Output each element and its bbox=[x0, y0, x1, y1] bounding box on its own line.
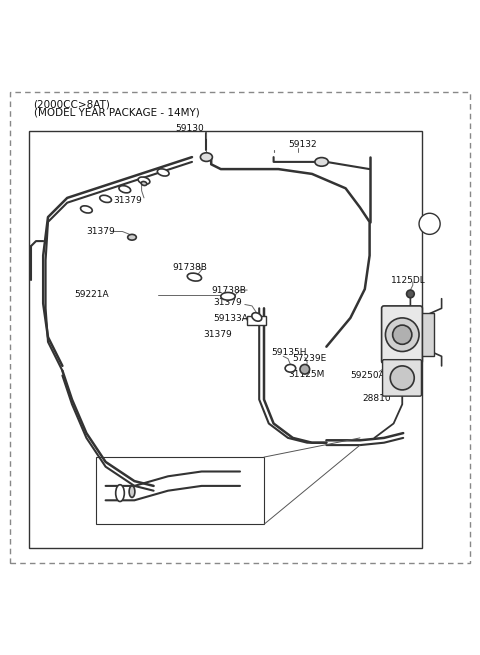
Text: 31379: 31379 bbox=[214, 298, 242, 307]
Ellipse shape bbox=[119, 185, 131, 193]
FancyBboxPatch shape bbox=[382, 306, 422, 364]
Text: A: A bbox=[427, 219, 432, 229]
Text: 28810: 28810 bbox=[362, 394, 391, 403]
Circle shape bbox=[300, 364, 310, 374]
FancyBboxPatch shape bbox=[247, 316, 266, 325]
Ellipse shape bbox=[129, 486, 135, 497]
FancyBboxPatch shape bbox=[420, 313, 434, 356]
Ellipse shape bbox=[157, 169, 169, 176]
Ellipse shape bbox=[138, 177, 150, 184]
Text: 31379: 31379 bbox=[86, 227, 115, 236]
Text: (MODEL YEAR PACKAGE - 14MY): (MODEL YEAR PACKAGE - 14MY) bbox=[34, 107, 199, 117]
Circle shape bbox=[390, 366, 414, 390]
Ellipse shape bbox=[116, 485, 124, 502]
Text: 59250A: 59250A bbox=[350, 371, 385, 380]
Circle shape bbox=[419, 214, 440, 234]
Ellipse shape bbox=[81, 206, 92, 213]
Text: 59135H: 59135H bbox=[271, 348, 307, 357]
Text: 31379: 31379 bbox=[113, 196, 142, 205]
Ellipse shape bbox=[315, 158, 328, 166]
Ellipse shape bbox=[128, 234, 136, 240]
Circle shape bbox=[385, 318, 419, 352]
Text: 59132: 59132 bbox=[288, 140, 317, 149]
Text: 57239E: 57239E bbox=[292, 354, 326, 364]
Text: 91738B: 91738B bbox=[173, 263, 208, 272]
Text: 31125M: 31125M bbox=[288, 369, 324, 379]
Text: 59130: 59130 bbox=[175, 124, 204, 133]
Ellipse shape bbox=[100, 195, 111, 202]
Ellipse shape bbox=[201, 153, 212, 161]
Ellipse shape bbox=[252, 312, 262, 321]
Ellipse shape bbox=[285, 364, 296, 372]
Text: 91738B: 91738B bbox=[211, 286, 246, 295]
Text: (2000CC>8AT): (2000CC>8AT) bbox=[34, 100, 110, 109]
FancyBboxPatch shape bbox=[383, 360, 421, 396]
Ellipse shape bbox=[221, 293, 235, 300]
Text: 31379: 31379 bbox=[204, 330, 232, 339]
Text: 59221A: 59221A bbox=[74, 290, 109, 299]
Circle shape bbox=[407, 290, 414, 298]
Ellipse shape bbox=[141, 181, 147, 185]
Text: 1125DL: 1125DL bbox=[391, 276, 426, 285]
Text: 59133A: 59133A bbox=[214, 314, 249, 324]
Ellipse shape bbox=[187, 273, 202, 281]
Circle shape bbox=[393, 325, 412, 345]
